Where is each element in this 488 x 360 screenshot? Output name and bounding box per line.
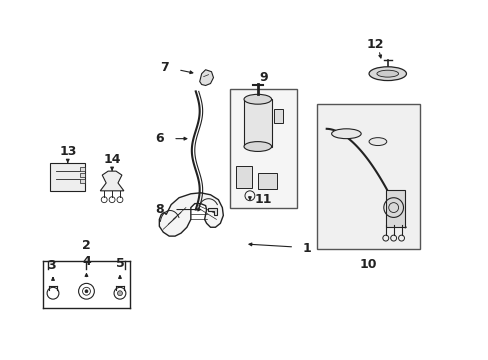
Ellipse shape [244,94,271,104]
Bar [80,167,85,171]
Bar [230,89,297,208]
Text: 2: 2 [82,239,91,252]
Text: 10: 10 [359,258,376,271]
Circle shape [85,290,88,293]
Bar [257,173,277,189]
Text: 8: 8 [155,203,164,216]
Ellipse shape [331,129,361,139]
Text: 4: 4 [82,255,91,268]
Text: 11: 11 [254,193,272,206]
Text: 6: 6 [155,132,164,145]
Bar [273,109,283,123]
Text: 13: 13 [59,145,76,158]
Circle shape [117,291,122,296]
Ellipse shape [368,138,386,145]
Bar [80,179,85,183]
Bar [385,190,405,227]
Ellipse shape [376,70,398,77]
Ellipse shape [368,67,406,81]
Text: 9: 9 [259,71,267,84]
Text: 5: 5 [115,257,124,270]
Bar [236,166,251,188]
Ellipse shape [244,141,271,152]
Text: 1: 1 [302,242,310,255]
Text: 12: 12 [366,38,383,51]
Text: 7: 7 [160,61,169,74]
Polygon shape [159,193,223,236]
Polygon shape [207,208,217,215]
Bar [316,104,419,249]
Text: 14: 14 [103,153,121,166]
Bar [80,173,85,177]
Polygon shape [199,70,213,85]
FancyBboxPatch shape [50,163,85,191]
Text: 3: 3 [47,259,55,272]
Bar [244,99,271,147]
Polygon shape [100,171,123,191]
